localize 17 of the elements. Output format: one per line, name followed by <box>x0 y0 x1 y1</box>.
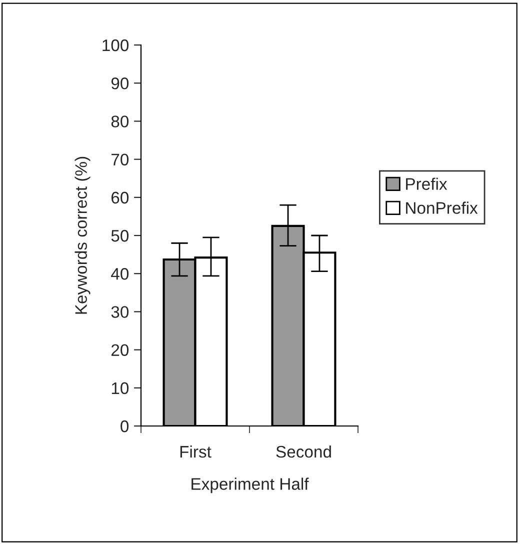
y-tick-label: 10 <box>112 382 129 394</box>
legend-label: Prefix <box>406 178 448 190</box>
y-tick-label: 100 <box>102 39 129 52</box>
y-axis-title: Keywords correct (%) <box>74 156 90 314</box>
y-tick-label: 90 <box>111 78 129 90</box>
y-tick-label: 60 <box>112 192 129 204</box>
y-tick-label: 80 <box>111 116 129 128</box>
x-tick-label: First <box>180 445 212 458</box>
x-tick-label: Second <box>276 445 331 458</box>
legend-label: NonPrefix <box>406 202 478 214</box>
y-tick-label: 30 <box>111 306 129 318</box>
x-axis-title: Experiment Half <box>192 478 309 494</box>
y-tick-label: 40 <box>111 268 129 280</box>
y-tick-label: 20 <box>111 344 129 356</box>
y-tick-label: 70 <box>112 154 129 166</box>
y-tick-label: 0 <box>120 420 129 432</box>
y-tick-label: 50 <box>111 230 129 242</box>
